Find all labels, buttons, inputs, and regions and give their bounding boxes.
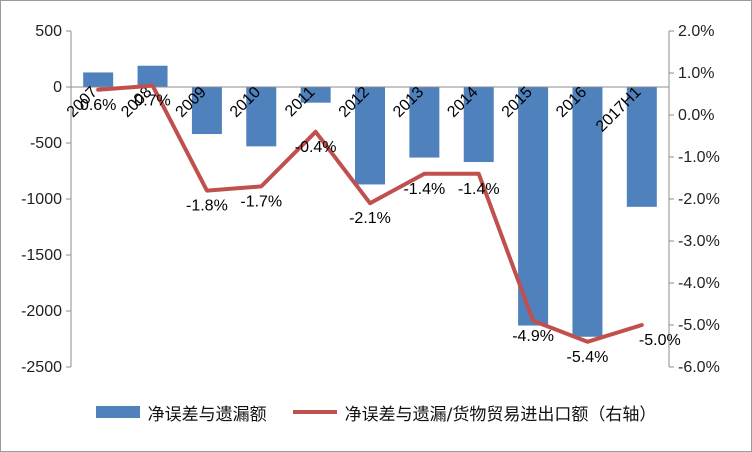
line-label-2008: 0.7% [134,93,170,110]
line-data-labels: 0.6% 0.7% -1.8% -1.7% -0.4% -2.1% -1.4% -1.4% -4… [80,93,681,366]
right-tick-label: 0.0% [678,107,714,124]
bar-2014 [463,87,494,163]
legend-item-line: 净误差与遗漏/货物贸易进出口额（右轴） [292,400,657,425]
left-tick-label: 500 [35,23,62,40]
left-axis-ticks: 500 0 -500 -1000 -1500 -2000 -2500 [21,23,71,376]
right-tick-label: 2.0% [678,23,714,40]
line-point-2014 [478,173,480,175]
line-label-2007: 0.6% [80,97,116,114]
line-point-2013 [423,173,425,175]
left-tick-label: -500 [30,135,62,152]
legend: 净误差与遗漏额 净误差与遗漏/货物贸易进出口额（右轴） [1,397,751,427]
right-tick-label: -5.0% [678,317,720,334]
left-tick-label: -1000 [21,191,62,208]
bar-2007 [83,72,114,87]
bar-2008 [137,65,168,87]
bar-series [83,65,657,337]
line-label-2016: -5.4% [567,349,609,366]
left-tick-label: -1500 [21,247,62,264]
legend-line-label: 净误差与遗漏/货物贸易进出口额（右轴） [344,404,657,425]
line-label-2013: -1.4% [403,181,445,198]
line-label-2012: -2.1% [349,210,391,227]
right-axis-ticks: 2.0% 1.0% 0.0% -1.0% -2.0% -3.0% -4.0% -5.0% -6.… [669,23,720,376]
line-point-2007 [97,89,99,91]
line-point-2009 [206,190,208,192]
legend-item-bar: 净误差与遗漏额 [95,400,267,425]
right-tick-label: -2.0% [678,191,720,208]
bar-2016 [572,87,603,337]
line-point-2008 [152,85,154,87]
line-point-2011 [315,131,317,133]
line-label-2015: -4.9% [512,328,554,345]
line-point-2016 [586,341,588,343]
line-label-2010: -1.7% [240,193,282,210]
line-label-2014: -1.4% [458,181,500,198]
legend-bar-label: 净误差与遗漏额 [147,404,267,425]
bar-2017H1 [626,87,657,207]
bar-2010 [246,87,277,147]
right-tick-label: -3.0% [678,233,720,250]
line-point-2017H1 [641,324,643,326]
bar-2009 [191,87,222,135]
legend-line-swatch [292,410,337,414]
left-tick-label: 0 [53,79,62,96]
right-tick-label: -1.0% [678,149,720,166]
line-point-2012 [369,202,371,204]
right-tick-label: 1.0% [678,65,714,82]
bar-2015 [518,87,549,326]
line-series [96,83,644,344]
line-label-2009: -1.8% [186,198,228,215]
left-tick-label: -2500 [21,359,62,376]
left-tick-label: -2000 [21,303,62,320]
bar-2011 [300,87,331,103]
bar-2013 [409,87,440,158]
line-point-2010 [260,185,262,187]
line-label-2017H1: -5.0% [639,332,681,349]
right-tick-label: -6.0% [678,359,720,376]
line-point-2015 [532,320,534,322]
legend-bar-swatch [95,406,140,418]
line-label-2011: -0.4% [295,139,337,156]
bar-2012 [355,87,385,185]
right-tick-label: -4.0% [678,275,720,292]
